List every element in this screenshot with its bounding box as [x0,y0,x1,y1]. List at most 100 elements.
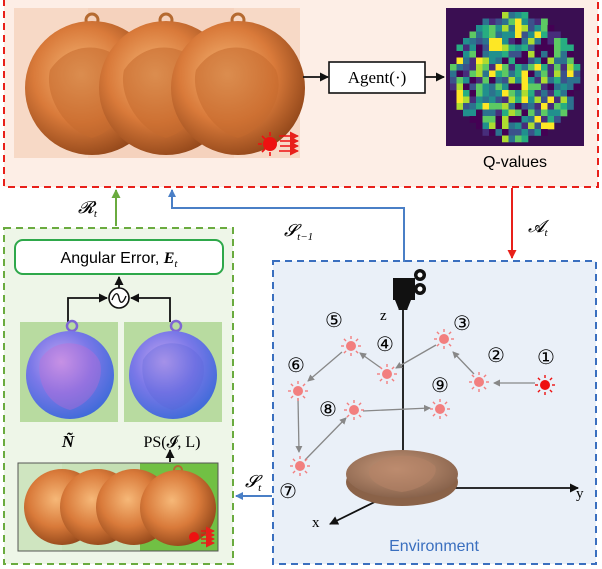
normal-map-icon [26,319,114,419]
heatmap-cell [463,64,470,71]
heatmap-cell [554,51,561,58]
heatmap-cell [534,96,542,104]
heatmap-cell [489,64,496,71]
heatmap-cell [502,44,509,52]
heatmap-cell [554,70,561,78]
heatmap-cell [489,70,496,78]
heatmap-cell [521,57,529,65]
heatmap-cell [469,64,477,71]
heatmap-cell [534,31,542,39]
heatmap-cell [515,96,522,104]
heatmap-cell [489,129,496,136]
heatmap-cell [547,25,555,32]
heatmap-cell [502,90,509,97]
heatmap-cell [482,90,490,97]
heatmap-cell [508,109,516,117]
heatmap-cell [541,57,548,65]
heatmap-cell [489,38,496,45]
heatmap-cell [469,83,477,91]
heatmap-cell [528,44,535,52]
heatmap-cell [560,90,568,97]
waypoint-8: ⑧ [319,399,337,421]
heatmap-cell [495,25,503,32]
heatmap-cell [495,116,503,123]
heatmap-cell [482,109,490,117]
heatmap-cell [495,57,503,65]
heatmap-cell [528,31,535,39]
heatmap-cell [495,51,503,58]
heatmap-cell [482,116,490,123]
heatmap-cell [521,38,529,45]
heatmap-cell [515,116,522,123]
heatmap-cell [495,18,503,26]
heatmap-cell [554,77,561,84]
heatmap-cell [521,109,529,117]
heatmap-cell [482,31,490,39]
heatmap-cell [476,103,483,110]
heatmap-cell [489,57,496,65]
heatmap-cell [534,57,542,65]
heatmap-cell [560,44,568,52]
heatmap-cell [502,51,509,58]
heatmap-cell [515,77,522,84]
heatmap-cell [573,77,581,84]
normal-map-icon [129,319,217,419]
heatmap-cell [502,31,509,39]
heatmap-cell [502,122,509,130]
heatmap-cell [482,77,490,84]
waypoint-1: ① [537,347,555,369]
heatmap-cell [495,38,503,45]
heatmap-cell [469,96,477,104]
heatmap-cell [450,77,457,84]
heatmap-cell [515,25,522,32]
heatmap-cell [515,12,522,19]
heatmap-cell [476,64,483,71]
heatmap-cell [554,31,561,39]
heatmap-cell [560,38,568,45]
light-icon [290,456,310,476]
heatmap-cell [560,70,568,78]
heatmap-cell [476,90,483,97]
waypoint-6: ⑥ [287,355,305,377]
heatmap-cell [456,57,464,65]
heatmap-cell [495,31,503,39]
state-prev-label: 𝓢t−1 [284,221,313,243]
heatmap-cell [495,109,503,117]
qvalues-label: Q-values [483,154,547,171]
light-icon [288,381,308,401]
heatmap-cell [482,70,490,78]
heatmap-cell [508,90,516,97]
angular-error-box [14,239,224,275]
heatmap-cell [521,83,529,91]
heatmap-cell [534,103,542,110]
heatmap-cell [476,31,483,39]
heatmap-cell [463,51,470,58]
heatmap-cell [515,44,522,52]
heatmap-cell [560,83,568,91]
heatmap-cell [489,103,496,110]
heatmap-cell [476,57,483,65]
gt-to-comparator-arrow [67,293,108,322]
heatmap-cell [469,90,477,97]
heatmap-cell [554,116,561,123]
heatmap-cell [495,70,503,78]
heatmap-cell [573,70,581,78]
heatmap-cell [469,77,477,84]
heatmap-cell [476,83,483,91]
heatmap-cell [554,57,561,65]
heatmap-cell [528,83,535,91]
heatmap-cell [489,83,496,91]
heatmap-cell [521,90,529,97]
heatmap-cell [528,38,535,45]
heatmap-cell [476,96,483,104]
heatmap-cell [554,109,561,117]
heatmap-cell [521,122,529,130]
heatmap-cell [515,70,522,78]
heatmap-cell [547,122,555,130]
heatmap-cell [528,90,535,97]
heatmap-cell [508,77,516,84]
comparator-icon [108,287,130,309]
heatmap-cell [521,12,529,19]
heatmap-cell [567,51,574,58]
heatmap-cell [547,83,555,91]
